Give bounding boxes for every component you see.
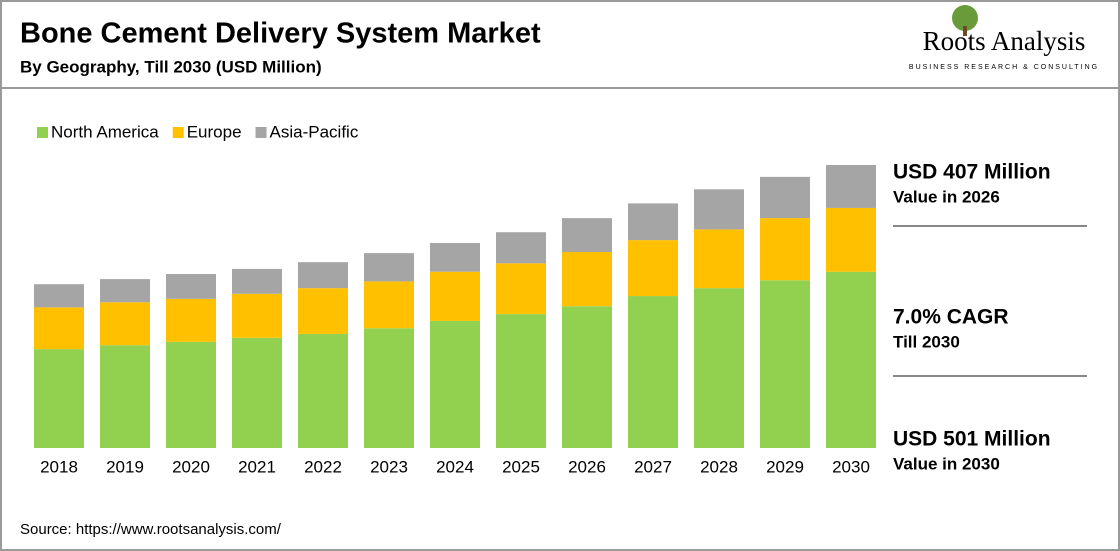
bar-segment <box>232 268 282 294</box>
bar-segment <box>232 337 282 448</box>
bar-segment <box>496 263 546 315</box>
bar-segment <box>628 296 678 448</box>
bar-segment <box>34 284 84 308</box>
bar-segment <box>166 341 216 448</box>
x-tick-label: 2021 <box>238 457 276 476</box>
bar-segment <box>364 281 414 329</box>
bar-segment <box>628 203 678 241</box>
annotation-label: Till 2030 <box>893 332 960 351</box>
x-tick-label: 2026 <box>568 457 606 476</box>
bar-segment <box>694 229 744 289</box>
bar-segment <box>100 302 150 346</box>
bar-segment <box>562 306 612 448</box>
bar-segment <box>694 288 744 448</box>
bar-segment <box>166 298 216 342</box>
logo-trunk <box>963 26 967 36</box>
bar-segment <box>760 280 810 448</box>
bar-segment <box>562 218 612 252</box>
legend-label: Asia-Pacific <box>270 122 359 141</box>
subtitle: By Geography, Till 2030 (USD Million) <box>20 57 322 76</box>
bar-segment <box>34 307 84 350</box>
x-tick-label: 2028 <box>700 457 738 476</box>
logo-tree <box>952 5 978 31</box>
bar-segment <box>298 288 348 334</box>
x-tick-label: 2019 <box>106 457 144 476</box>
legend-swatch <box>37 127 48 138</box>
bar-segment <box>760 176 810 219</box>
bar-segment <box>430 320 480 448</box>
legend-swatch <box>255 127 267 138</box>
x-tick-label: 2018 <box>40 457 78 476</box>
legend-swatch <box>172 127 184 138</box>
bar-segment <box>166 274 216 299</box>
bar-segment <box>628 240 678 297</box>
bar-segment <box>430 271 480 321</box>
annotation-label: Value in 2026 <box>893 187 1000 206</box>
bar-segment <box>364 328 414 448</box>
bar-segment <box>826 165 876 208</box>
bar-segment <box>430 242 480 272</box>
bar-segment <box>496 314 546 448</box>
title: Bone Cement Delivery System Market <box>20 18 541 50</box>
x-tick-label: 2029 <box>766 457 804 476</box>
bar-segment <box>496 232 546 264</box>
legend-label: North America <box>51 122 159 141</box>
annotation-value: 7.0% CAGR <box>893 306 1009 329</box>
bar-segment <box>562 251 612 307</box>
legend-label: Europe <box>187 122 242 141</box>
annotation-label: Value in 2030 <box>893 454 1000 473</box>
x-tick-label: 2024 <box>436 457 474 476</box>
bar-segment <box>100 279 150 303</box>
annotation-value: USD 501 Million <box>893 428 1051 451</box>
bar-segment <box>298 262 348 289</box>
bar-segment <box>232 293 282 338</box>
source: Source: https://www.rootsanalysis.com/ <box>20 521 282 538</box>
bar-segment <box>826 271 876 448</box>
bar-segment <box>100 345 150 448</box>
x-tick-label: 2023 <box>370 457 408 476</box>
x-tick-label: 2020 <box>172 457 210 476</box>
bar-segment <box>34 349 84 448</box>
bar-segment <box>826 207 876 272</box>
x-tick-label: 2030 <box>832 457 870 476</box>
x-tick-label: 2022 <box>304 457 342 476</box>
bar-segment <box>364 253 414 282</box>
logo-tagline: BUSINESS RESEARCH & CONSULTING <box>909 64 1099 71</box>
bar-segment <box>298 333 348 448</box>
bar-segment <box>760 218 810 281</box>
x-tick-label: 2027 <box>634 457 672 476</box>
bar-segment <box>694 189 744 230</box>
annotation-value: USD 407 Million <box>893 161 1051 184</box>
x-tick-label: 2025 <box>502 457 540 476</box>
logo: Roots Analysis <box>923 26 1086 56</box>
